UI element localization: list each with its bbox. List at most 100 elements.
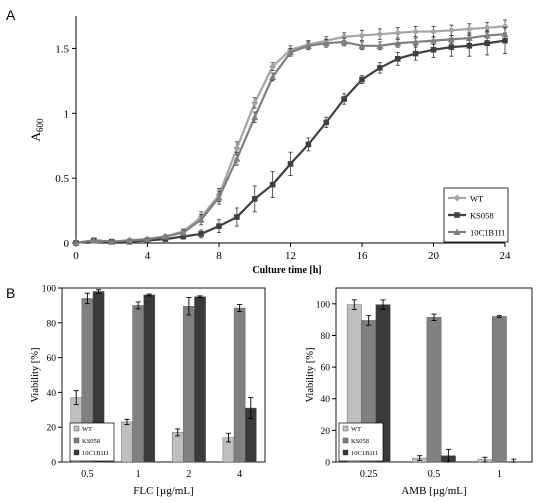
legend-swatch <box>73 437 80 444</box>
data-point <box>483 24 491 32</box>
legend-marker <box>453 194 461 202</box>
data-point <box>430 37 437 44</box>
legend-label: WT <box>82 426 92 433</box>
data-point <box>341 96 347 102</box>
data-point <box>322 39 330 47</box>
data-point <box>377 65 383 71</box>
panel-a-series <box>72 19 509 247</box>
data-point <box>359 76 365 83</box>
panel-b-label: B <box>6 285 15 301</box>
x-tick-label: 2 <box>186 469 191 480</box>
data-point <box>197 216 205 223</box>
x-tick-label: 4 <box>237 469 242 480</box>
x-tick-label: 0.5 <box>81 469 94 480</box>
data-point <box>305 141 312 148</box>
data-point <box>358 42 366 49</box>
panel-a-y-axis-label: A600 <box>28 118 45 141</box>
data-point <box>90 236 98 244</box>
legend-marker <box>453 228 461 235</box>
data-point <box>269 181 276 188</box>
bar-ks058 <box>183 306 195 463</box>
panel-b-amb-bar-chart: 0 20 40 60 80 100 0.25 0.5 1 AMB [µg/mL] Viability… <box>305 287 533 497</box>
data-point <box>179 229 187 236</box>
data-point <box>483 31 491 39</box>
data-point <box>484 40 490 47</box>
panel-a-x-axis-label: Culture time [h] <box>252 265 321 276</box>
plot-frame <box>61 287 266 463</box>
data-point <box>376 42 384 49</box>
x-axis-label: AMB [µg/mL] <box>401 485 466 497</box>
data-point <box>501 30 509 38</box>
data-point <box>430 28 437 36</box>
panel-a-x-tick-label: 24 <box>500 250 512 262</box>
legend-label: KS058 <box>82 438 100 445</box>
panel-a-x-tick-label: 12 <box>285 250 296 262</box>
bar-ks058 <box>233 307 246 463</box>
bar-group <box>412 313 456 463</box>
y-tick-label: 60 <box>47 354 57 364</box>
bar-wt <box>121 421 133 463</box>
panel-a-label: A <box>6 7 16 23</box>
legend-swatch <box>73 449 80 456</box>
bar-group <box>222 304 257 463</box>
data-point <box>161 233 169 240</box>
panel-a-legend: WT KS058 10C1B1I1 <box>443 187 509 243</box>
legend-swatch <box>342 425 349 432</box>
y-tick-label: 0 <box>325 459 330 469</box>
panel-b-flc-bar-chart: 0 20 40 60 80 100 0.5 1 2 4 FLC [µg/mL] Viability [… <box>30 285 266 497</box>
legend-label: WT <box>351 426 361 433</box>
panel-a-x-tick-label: 0 <box>73 250 79 262</box>
data-point <box>340 33 348 41</box>
data-point <box>358 31 366 39</box>
data-point <box>251 196 258 202</box>
bar-group <box>171 295 206 463</box>
panel-a-x-tick-label: 20 <box>428 250 440 262</box>
legend-label: 10C1B1I1 <box>351 450 378 457</box>
panel-a-line-chart: A A600 Culture time [h] 0 4 8 12 16 20 24 0 0.5 1… <box>6 7 511 276</box>
panel-a-y-tick-label: 0 <box>64 238 70 250</box>
y-axis-label: Viability [%] <box>30 347 41 402</box>
bar-ks058 <box>132 305 144 463</box>
legend-label: 10C1B1I1 <box>82 450 109 457</box>
bar-10c1b1i1 <box>143 294 156 463</box>
panel-a-x-tick-label: 8 <box>216 250 222 262</box>
legend-marker <box>454 212 460 218</box>
bar-group <box>477 315 522 463</box>
y-axis-label: Viability [%] <box>305 347 316 402</box>
y-tick-label: 20 <box>47 424 57 434</box>
bar-wt <box>171 432 184 463</box>
bar-group <box>121 293 156 463</box>
data-point <box>233 155 241 162</box>
legend-swatch <box>342 449 349 456</box>
legend-label: WT <box>470 194 484 204</box>
data-point <box>430 46 437 53</box>
data-point <box>323 119 330 126</box>
data-point <box>412 28 420 36</box>
data-point <box>466 43 473 49</box>
data-point <box>304 42 312 49</box>
data-point <box>412 38 420 45</box>
data-point <box>144 235 151 243</box>
panel-a-axes: 0 4 8 12 16 20 24 0 0.5 1 1.5 <box>55 16 511 262</box>
y-tick-label: 100 <box>316 300 331 310</box>
y-tick-label: 80 <box>321 332 331 342</box>
panel-a-x-tick-label: 16 <box>357 250 369 262</box>
data-point <box>251 113 259 121</box>
panel-a-y-tick-label: 1.5 <box>55 43 69 55</box>
data-point <box>287 161 294 167</box>
series-line-wt <box>75 25 506 245</box>
legend-swatch <box>73 425 80 432</box>
x-tick-label: 1 <box>497 469 502 480</box>
x-tick-label: 0.25 <box>360 469 378 480</box>
data-point <box>72 239 80 246</box>
y-tick-label: 60 <box>321 364 331 374</box>
series-10c1b1i1 <box>72 27 509 246</box>
data-point <box>126 236 134 244</box>
data-point <box>340 38 348 45</box>
bar-10c1b1i1 <box>194 296 206 463</box>
data-point <box>394 29 402 37</box>
data-point <box>198 231 204 237</box>
data-point <box>465 25 473 33</box>
data-point <box>465 34 473 42</box>
